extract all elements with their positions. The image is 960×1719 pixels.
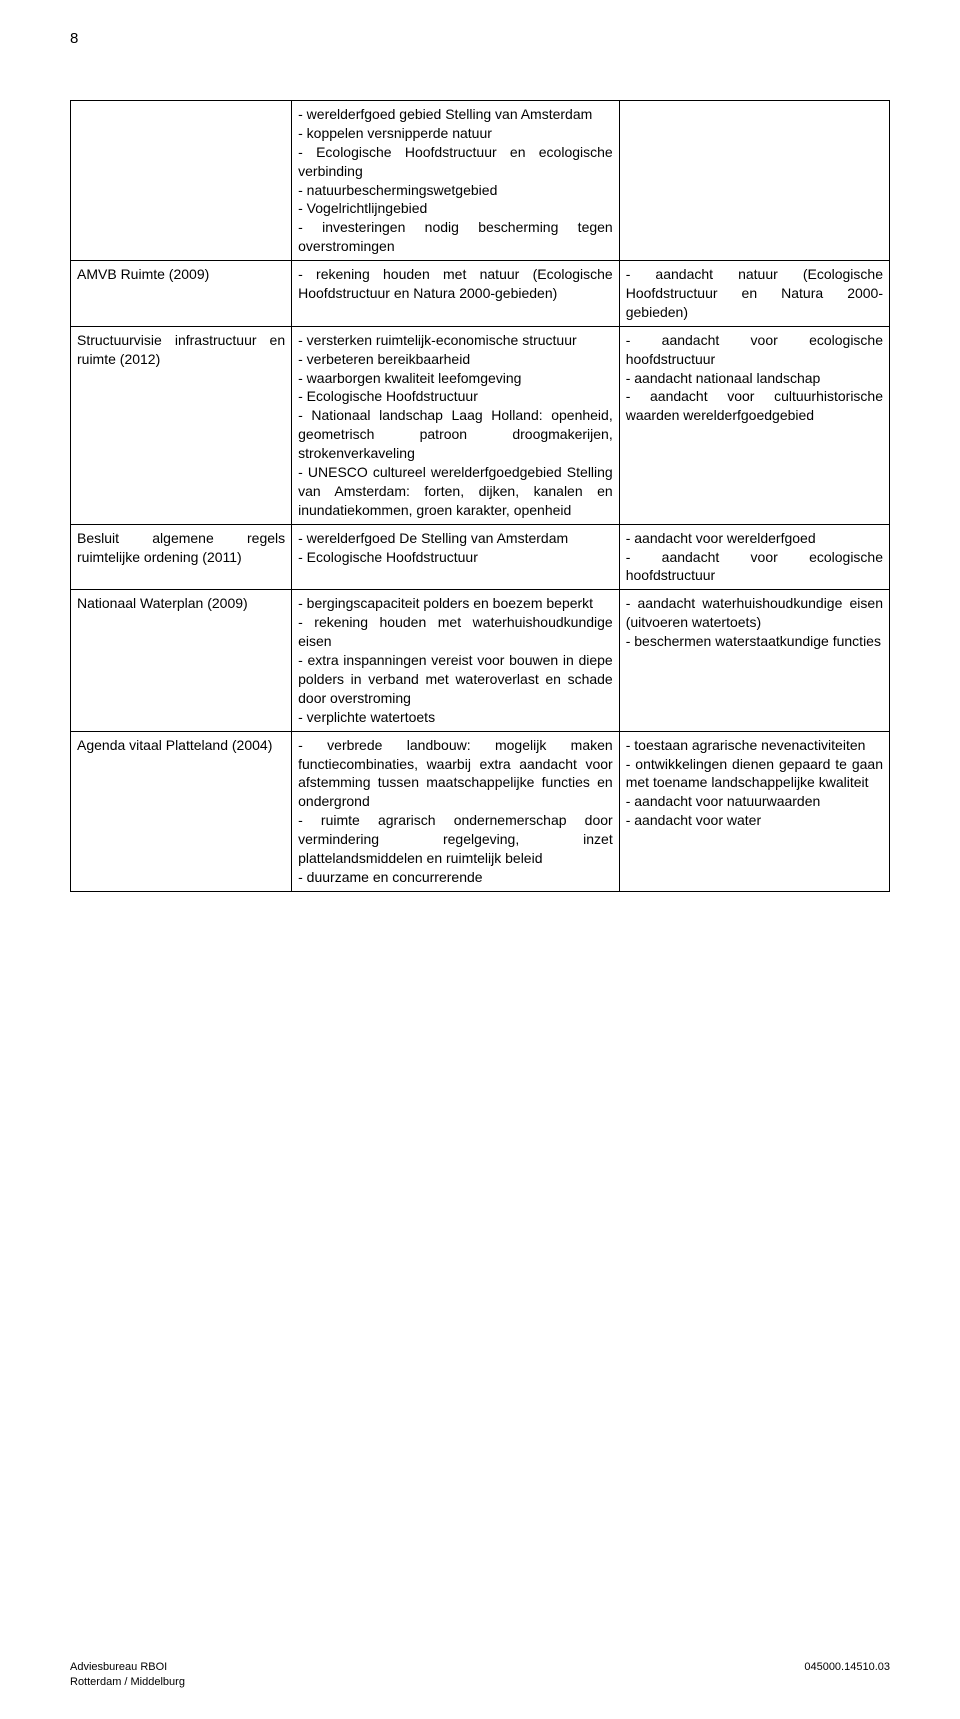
policy-table: - werelderfgoed gebied Stelling van Amst… bbox=[70, 100, 890, 892]
cell-right: - aandacht voor ecologische hoofdstructu… bbox=[619, 326, 889, 524]
cell-left: AMVB Ruimte (2009) bbox=[71, 261, 292, 327]
cell-left: Besluit algemene regels ruimtelijke orde… bbox=[71, 524, 292, 590]
table-row: Besluit algemene regels ruimtelijke orde… bbox=[71, 524, 890, 590]
cell-left bbox=[71, 101, 292, 261]
table-row: Agenda vitaal Platteland (2004) - verbre… bbox=[71, 731, 890, 891]
cell-left: Structuurvisie infrastructuur en ruimte … bbox=[71, 326, 292, 524]
cell-mid: - versterken ruimtelijk-economische stru… bbox=[292, 326, 620, 524]
footer: Adviesbureau RBOIRotterdam / Middelburg … bbox=[70, 1660, 890, 1689]
table-row: Nationaal Waterplan (2009) - bergingscap… bbox=[71, 590, 890, 731]
table-row: AMVB Ruimte (2009) - rekening houden met… bbox=[71, 261, 890, 327]
footer-left: Adviesbureau RBOIRotterdam / Middelburg bbox=[70, 1660, 185, 1689]
cell-right: - aandacht voor werelderfgoed- aandacht … bbox=[619, 524, 889, 590]
cell-mid: - verbrede landbouw: mogelijk maken func… bbox=[292, 731, 620, 891]
cell-right: - aandacht waterhuishoudkundige eisen (u… bbox=[619, 590, 889, 731]
cell-mid: - werelderfgoed gebied Stelling van Amst… bbox=[292, 101, 620, 261]
cell-left: Agenda vitaal Platteland (2004) bbox=[71, 731, 292, 891]
cell-right: - toestaan agrarische nevenactiviteiten-… bbox=[619, 731, 889, 891]
cell-right: - aandacht natuur (Ecologische Hoofdstru… bbox=[619, 261, 889, 327]
cell-left: Nationaal Waterplan (2009) bbox=[71, 590, 292, 731]
cell-mid: - bergingscapaciteit polders en boezem b… bbox=[292, 590, 620, 731]
page: 8 - werelderfgoed gebied Stelling van Am… bbox=[0, 0, 960, 1719]
table-row: Structuurvisie infrastructuur en ruimte … bbox=[71, 326, 890, 524]
page-number: 8 bbox=[70, 30, 78, 47]
footer-right: 045000.14510.03 bbox=[804, 1660, 890, 1689]
cell-mid: - werelderfgoed De Stelling van Amsterda… bbox=[292, 524, 620, 590]
cell-right bbox=[619, 101, 889, 261]
table-row: - werelderfgoed gebied Stelling van Amst… bbox=[71, 101, 890, 261]
cell-mid: - rekening houden met natuur (Ecologisch… bbox=[292, 261, 620, 327]
